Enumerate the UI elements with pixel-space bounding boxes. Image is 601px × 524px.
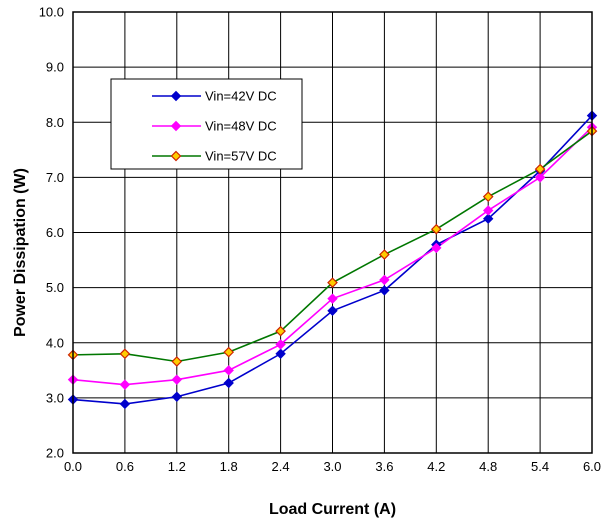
data-point — [430, 223, 442, 235]
x-tick-label: 6.0 — [583, 459, 601, 474]
series-markers — [67, 110, 598, 410]
legend-label: Vin=57V DC — [205, 149, 277, 164]
data-point — [119, 398, 131, 410]
data-point — [119, 379, 131, 390]
x-tick-label: 3.0 — [323, 459, 341, 474]
y-tick-label: 7.0 — [46, 170, 64, 185]
data-point — [379, 249, 390, 260]
legend-label: Vin=42V DC — [205, 89, 277, 104]
legend-marker — [170, 150, 182, 162]
y-tick-label: 10.0 — [39, 5, 64, 20]
y-tick-label: 2.0 — [46, 446, 64, 461]
x-tick-label: 0.6 — [116, 459, 134, 474]
data-point — [223, 346, 235, 358]
y-tick-label: 9.0 — [46, 60, 64, 75]
legend-marker — [170, 90, 182, 102]
plot-frame — [72, 11, 593, 454]
legend-label: Vin=48V DC — [205, 119, 277, 134]
y-axis-title: Power Dissipation (W) — [12, 168, 29, 337]
x-tick-label: 1.8 — [220, 459, 238, 474]
x-tick-labels: 0.0 0.6 1.2 1.8 2.4 3.0 3.6 4.2 4.8 5.4 6.0 — [64, 459, 601, 474]
data-point — [379, 285, 390, 296]
y-tick-labels: 2.0 3.0 4.0 5.0 6.0 7.0 8.0 9.0 10.0 — [39, 5, 64, 461]
data-point — [119, 348, 131, 360]
y-tick-label: 4.0 — [46, 335, 64, 350]
data-point — [482, 213, 494, 224]
y-tick-label: 5.0 — [46, 280, 64, 295]
x-tick-label: 4.8 — [479, 459, 497, 474]
data-point — [171, 391, 183, 402]
legend: Vin=42V DC Vin=48V DC Vin=57V DC — [110, 78, 303, 170]
data-point — [275, 325, 286, 337]
data-point — [379, 274, 390, 286]
y-tick-label: 6.0 — [46, 225, 64, 240]
data-point — [431, 242, 442, 254]
x-tick-label: 1.2 — [168, 459, 186, 474]
x-tick-label: 4.2 — [427, 459, 445, 474]
legend-marker — [170, 120, 182, 132]
x-tick-label: 2.4 — [272, 459, 290, 474]
data-point — [171, 356, 183, 367]
x-tick-label: 5.4 — [531, 459, 549, 474]
x-tick-label: 0.0 — [64, 459, 82, 474]
data-point — [275, 348, 286, 359]
y-tick-label: 3.0 — [46, 390, 64, 405]
data-point — [171, 374, 183, 385]
x-axis-title: Load Current (A) — [269, 501, 396, 518]
data-point — [223, 377, 234, 389]
legend-box — [110, 78, 303, 170]
data-point — [327, 277, 338, 289]
y-tick-label: 8.0 — [46, 115, 64, 130]
x-tick-label: 3.6 — [375, 459, 393, 474]
data-point — [482, 205, 494, 216]
data-point — [327, 293, 338, 304]
data-point — [482, 191, 494, 203]
data-point — [534, 172, 546, 183]
data-point — [534, 163, 546, 175]
data-point — [223, 365, 234, 376]
data-point — [275, 339, 286, 350]
data-point — [327, 305, 338, 316]
